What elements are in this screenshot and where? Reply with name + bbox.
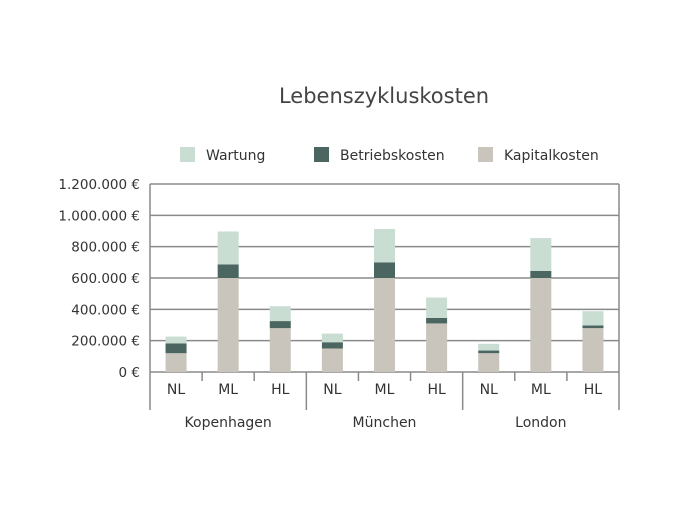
- x-tick-label: HL: [427, 382, 446, 398]
- legend: Wartung Betriebskosten Kapitalkosten: [180, 147, 599, 164]
- x-tick-label: HL: [271, 382, 290, 398]
- x-tick-label: ML: [531, 382, 551, 398]
- x-tick-label: NL: [167, 382, 185, 398]
- y-tick-label: 400.000 €: [71, 302, 140, 318]
- group-label: Kopenhagen: [185, 415, 272, 431]
- bar-kapitalkosten: [165, 353, 187, 372]
- legend-swatch: [314, 147, 329, 162]
- y-tick-label: 600.000 €: [71, 271, 140, 287]
- y-tick-label: 0 €: [119, 365, 140, 381]
- bar-kapitalkosten: [217, 278, 239, 372]
- bar-kapitalkosten: [478, 353, 500, 372]
- legend-swatch: [180, 147, 195, 162]
- y-tick-label: 1.200.000 €: [58, 177, 140, 193]
- bar-betriebskosten: [374, 262, 395, 278]
- legend-swatch: [478, 147, 493, 162]
- bar-kapitalkosten: [426, 323, 448, 372]
- bar-betriebskosten: [478, 350, 500, 354]
- bar-wartung: [426, 297, 448, 318]
- x-tick-label: NL: [323, 382, 341, 398]
- bar-betriebskosten: [530, 270, 552, 278]
- x-tick-label: HL: [584, 382, 603, 398]
- bar-wartung: [321, 333, 343, 343]
- legend-label: Kapitalkosten: [504, 148, 599, 164]
- bars: [165, 228, 604, 372]
- bar-kapitalkosten: [530, 278, 552, 372]
- axes: 0 € 200.000 € 400.000 € 600.000 € 800.000 € 1…: [58, 177, 620, 431]
- bar-betriebskosten: [582, 325, 604, 329]
- y-tick-label: 1.000.000 €: [58, 208, 140, 224]
- bar-wartung: [530, 238, 552, 271]
- bar-betriebskosten: [321, 342, 343, 349]
- bar-betriebskosten: [426, 317, 448, 324]
- bar-wartung: [217, 231, 239, 265]
- bar-wartung: [582, 311, 604, 326]
- group-label: München: [353, 415, 417, 431]
- legend-label: Betriebskosten: [340, 148, 445, 164]
- bar-wartung: [269, 306, 291, 322]
- bar-betriebskosten: [269, 321, 291, 329]
- bar-kapitalkosten: [374, 278, 395, 372]
- chart-title: Lebenszykluskosten: [279, 84, 489, 108]
- bar-betriebskosten: [165, 343, 187, 354]
- x-tick-label: ML: [375, 382, 395, 398]
- group-label: London: [515, 415, 566, 431]
- y-tick-label: 800.000 €: [71, 240, 140, 256]
- bar-kapitalkosten: [321, 348, 343, 372]
- y-tick-label: 200.000 €: [71, 334, 140, 350]
- x-tick-label: NL: [480, 382, 498, 398]
- bar-kapitalkosten: [269, 328, 291, 372]
- bar-wartung: [165, 336, 187, 344]
- x-tick-label: ML: [218, 382, 238, 398]
- bar-wartung: [478, 343, 500, 351]
- bar-wartung: [374, 228, 395, 263]
- bar-kapitalkosten: [582, 328, 604, 372]
- legend-label: Wartung: [206, 148, 265, 164]
- bar-betriebskosten: [217, 264, 239, 278]
